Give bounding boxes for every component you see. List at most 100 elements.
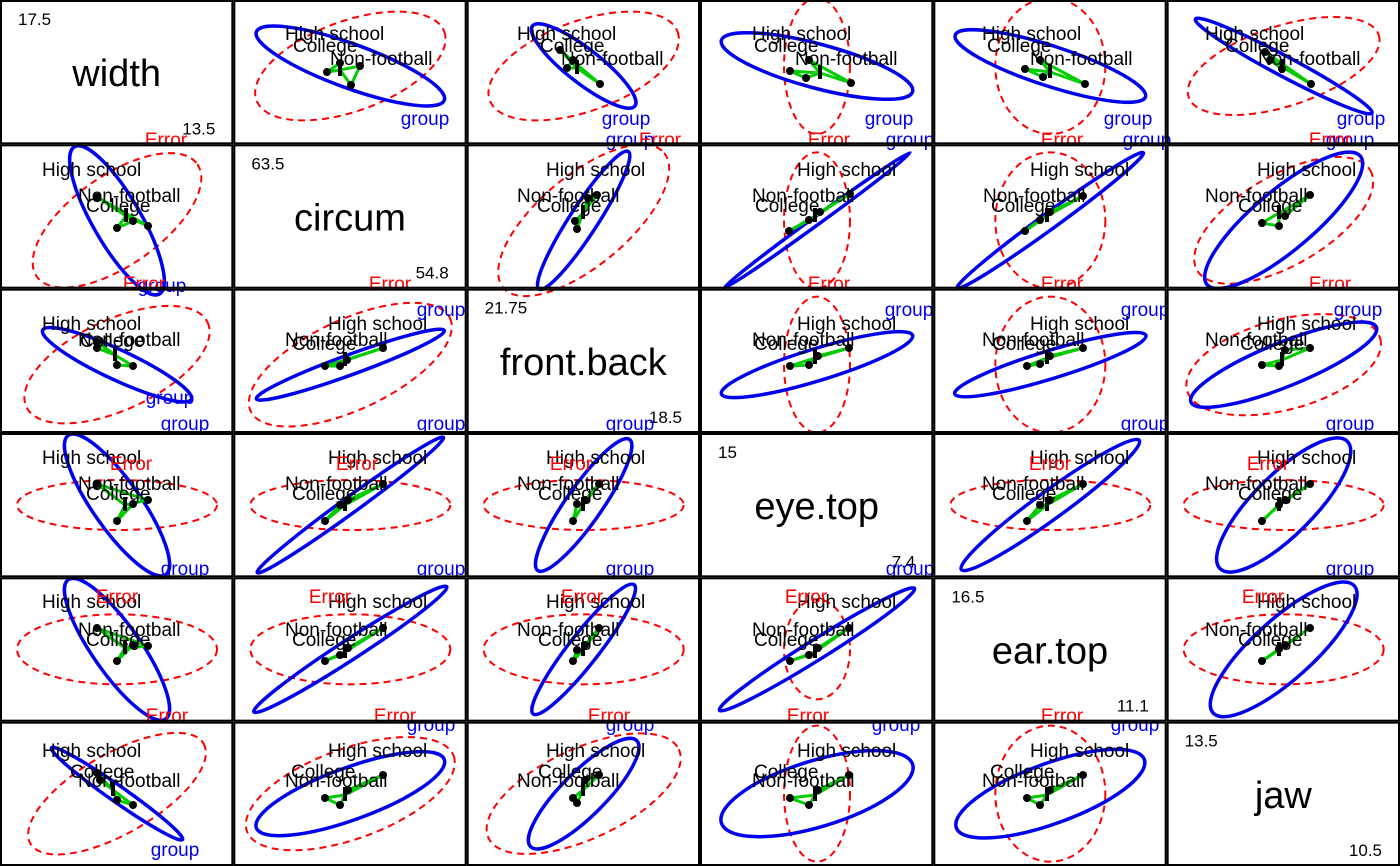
contrast-line: [1284, 193, 1311, 218]
group-label: group: [1123, 130, 1172, 151]
panel-frame: [0, 288, 234, 433]
variable-name: width: [71, 53, 161, 95]
label-non-football: Non-football: [752, 771, 854, 792]
panel-frame: [1166, 721, 1400, 866]
label-college: College: [992, 334, 1056, 355]
contrast-line: [789, 69, 821, 75]
contrast-line: [96, 482, 149, 502]
grand-mean-marker: [813, 208, 817, 222]
panel-frame: [700, 288, 934, 433]
group-mean-point: [1023, 362, 1031, 370]
grand-mean-marker: [813, 644, 817, 658]
label-high-school: High school: [1205, 24, 1304, 45]
label-non-football: Non-football: [517, 186, 619, 207]
group-mean-point: [1079, 344, 1087, 352]
group-mean-point: [336, 801, 344, 809]
contrast-line: [1039, 58, 1086, 86]
label-college: College: [538, 484, 602, 505]
grand-mean-marker: [113, 347, 117, 361]
group-mean-point: [1261, 48, 1269, 56]
hypothesis-ellipse: [49, 745, 185, 842]
range-min: 10.5: [1349, 841, 1382, 860]
group-mean-point: [1039, 73, 1047, 81]
error-label: Error: [588, 706, 631, 727]
group-mean-point: [845, 344, 853, 352]
label-high-school: High school: [1257, 160, 1356, 181]
label-college: College: [292, 630, 356, 651]
group-label: group: [1337, 109, 1386, 130]
range-min: 11.1: [1117, 697, 1149, 716]
panel-frame: [700, 0, 934, 145]
range-min: 18.5: [649, 408, 682, 427]
grand-mean-marker: [813, 350, 817, 364]
label-college: College: [754, 762, 818, 783]
group-mean-point: [1021, 65, 1029, 73]
label-college: College: [70, 762, 134, 783]
group-mean-point: [113, 657, 121, 665]
error-label: Error: [1041, 706, 1084, 727]
group-mean-point: [563, 64, 571, 72]
label-high-school: High school: [546, 741, 645, 762]
error-ellipse: [1182, 613, 1385, 686]
group-mean-point: [1266, 56, 1274, 64]
label-college: College: [987, 36, 1051, 57]
hypothesis-ellipse: [254, 749, 447, 838]
panel-frame: [233, 577, 467, 722]
grand-mean-marker: [343, 787, 347, 801]
label-high-school: High school: [546, 160, 645, 181]
contrast-line: [96, 626, 149, 648]
label-college: College: [86, 484, 150, 505]
group-mean-point: [847, 79, 855, 87]
group-label: group: [606, 559, 655, 580]
group-mean-point: [321, 517, 329, 525]
range-max: 16.5: [951, 587, 984, 606]
label-high-school: High school: [1030, 314, 1129, 335]
label-college: College: [755, 196, 819, 217]
error-ellipse: [254, 10, 447, 122]
label-high-school: High school: [328, 741, 427, 762]
error-label: Error: [808, 130, 851, 151]
error-label: Error: [639, 130, 682, 151]
label-non-football: Non-football: [982, 330, 1084, 351]
group-mean-point: [356, 62, 364, 70]
variable-name: ear.top: [992, 631, 1108, 673]
hypothesis-ellipse: [959, 437, 1142, 573]
label-high-school: High school: [328, 314, 427, 335]
panel-frame: [933, 721, 1167, 866]
error-ellipse: [16, 479, 218, 531]
grand-mean-marker: [575, 60, 579, 74]
contrast-line: [347, 482, 384, 502]
group-mean-point: [144, 222, 152, 230]
group-label: group: [1326, 559, 1375, 580]
group-mean-point: [379, 344, 387, 352]
group-mean-point: [336, 651, 344, 659]
label-non-football: Non-football: [982, 771, 1084, 792]
grand-mean-marker: [1045, 497, 1049, 511]
label-non-football: Non-football: [285, 474, 387, 495]
group-label: group: [886, 130, 935, 151]
hypothesis-ellipse: [62, 576, 172, 723]
hypothesis-ellipse: [1208, 580, 1359, 719]
label-non-football: Non-football: [752, 330, 854, 351]
contrast-line: [1049, 773, 1084, 792]
group-mean-point: [129, 641, 137, 649]
error-ellipse: [783, 295, 851, 434]
group-mean-point: [802, 74, 810, 82]
contrast-line: [347, 773, 384, 792]
group-label: group: [146, 388, 195, 409]
panel-frame: [0, 144, 234, 289]
hypothesis-ellipse: [62, 432, 172, 578]
hypothesis-ellipse: [254, 24, 447, 108]
error-label: Error: [1309, 130, 1352, 151]
label-college: College: [80, 331, 144, 352]
label-high-school: High school: [1030, 160, 1129, 181]
error-ellipse: [1193, 155, 1375, 285]
error-ellipse: [482, 479, 685, 531]
contrast-line: [808, 58, 852, 85]
range-max: 15: [718, 443, 737, 462]
